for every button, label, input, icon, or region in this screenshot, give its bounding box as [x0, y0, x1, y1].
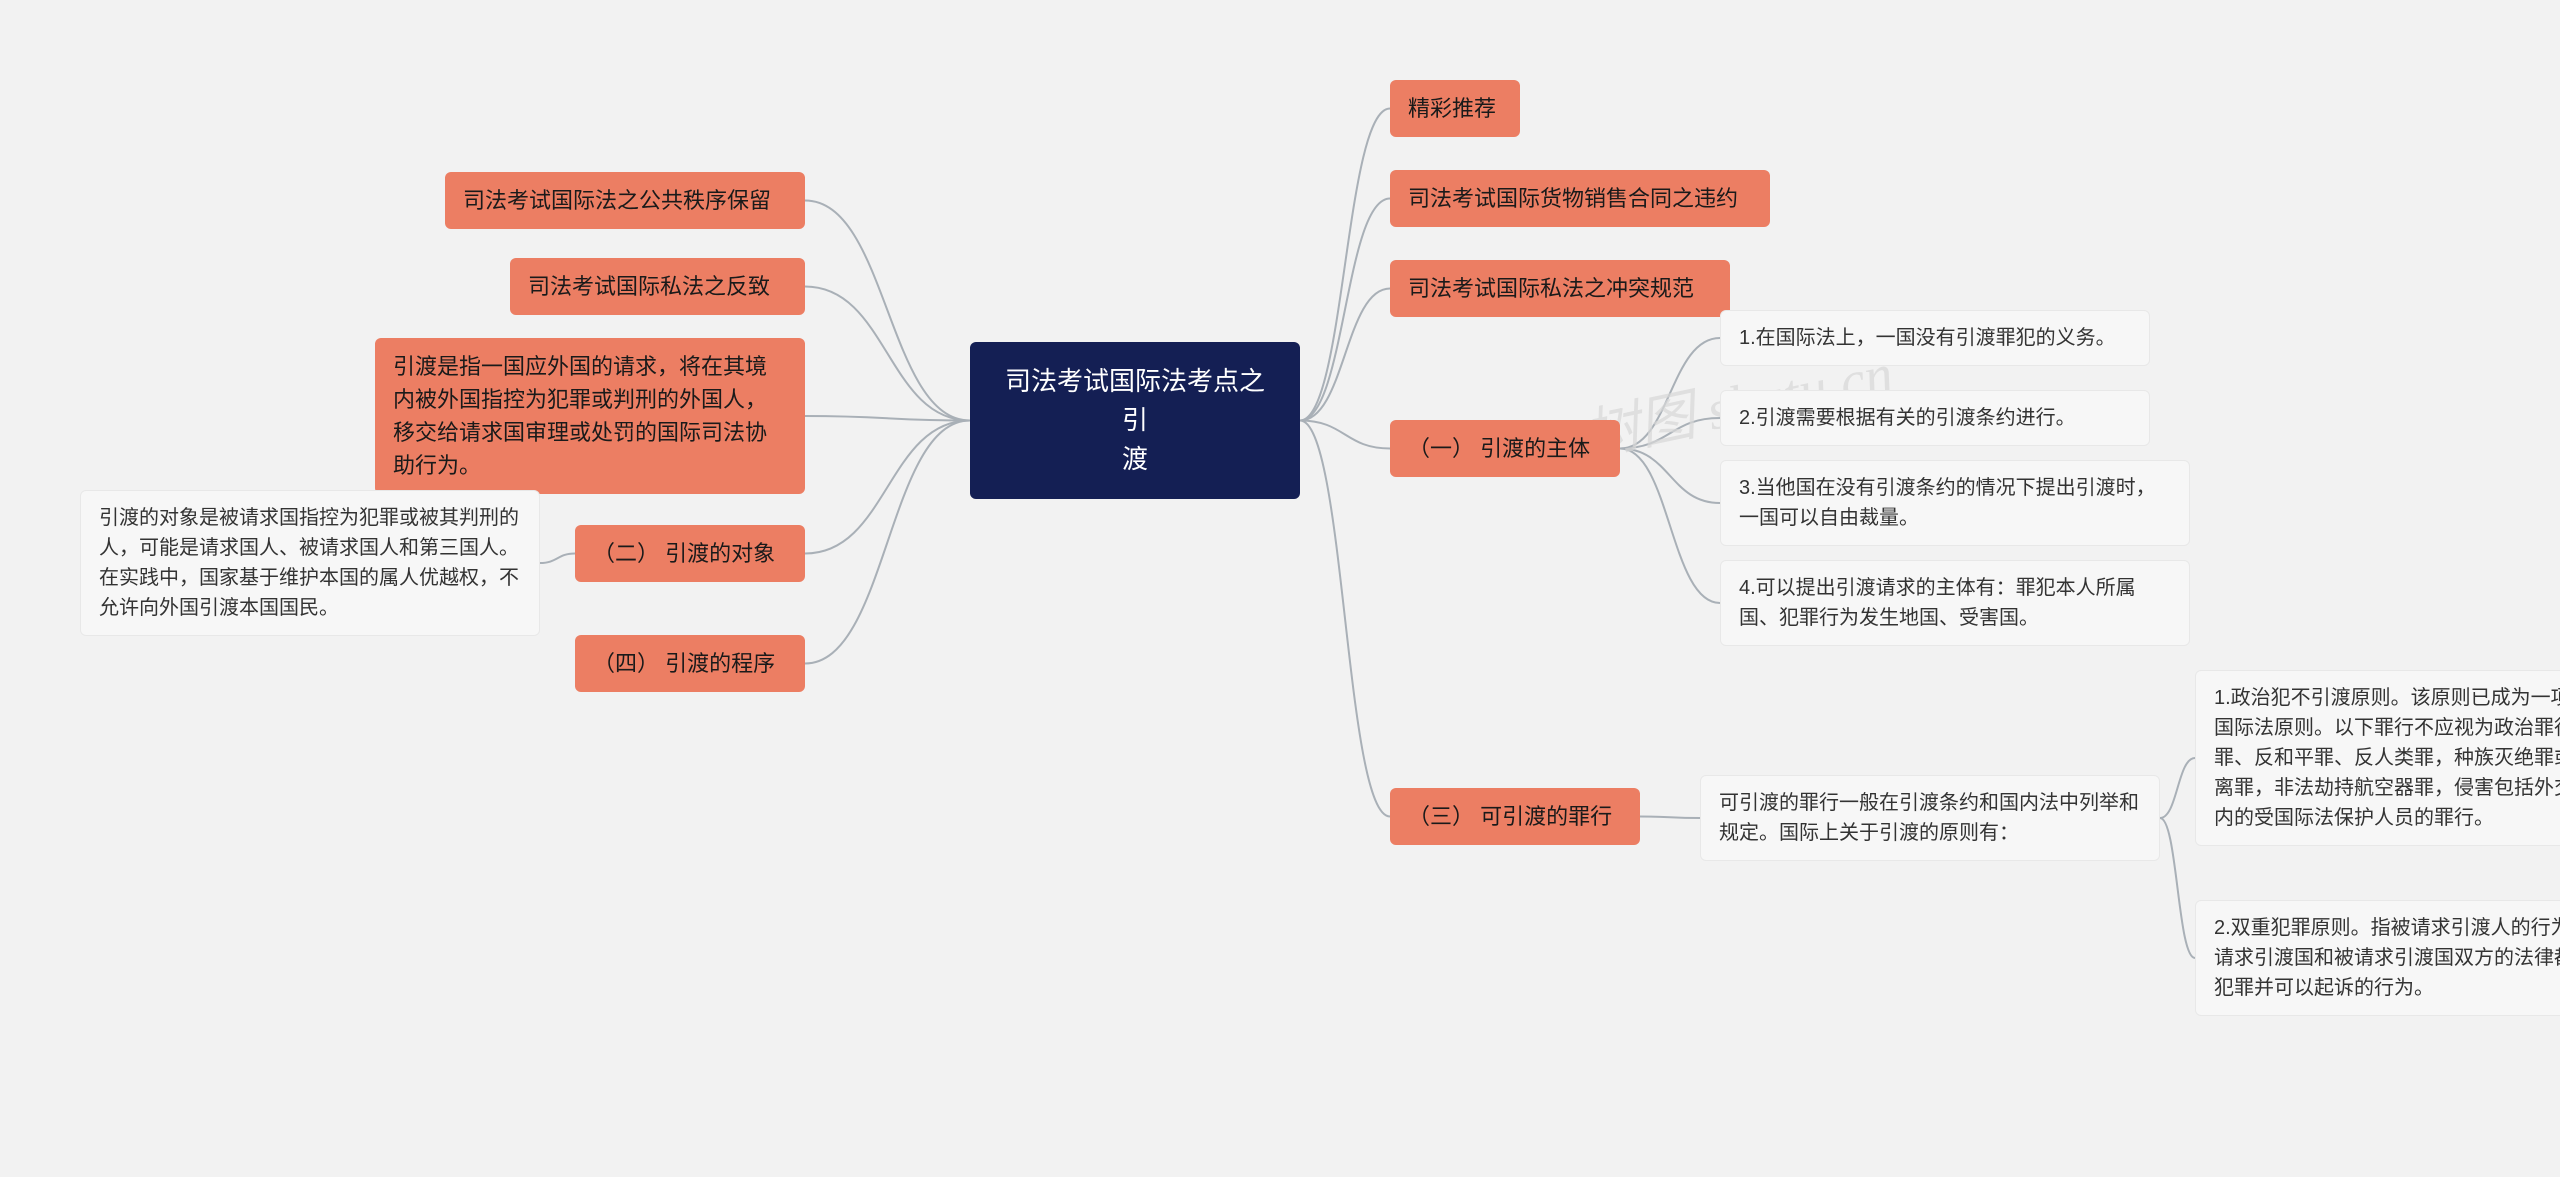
- node-r4a[interactable]: 1.在国际法上，一国没有引渡罪犯的义务。: [1720, 310, 2150, 366]
- edge-l4-l4a: [540, 554, 575, 564]
- node-l5[interactable]: （四） 引渡的程序: [575, 635, 805, 692]
- edge-root-r5: [1300, 421, 1390, 817]
- mindmap-stage: 树图 shutu.cn树图 shutu.cn司法考试国际法考点之引渡司法考试国际…: [0, 0, 2560, 1177]
- edge-root-l2: [805, 287, 970, 421]
- edge-r4-r4a: [1620, 338, 1720, 449]
- node-l3[interactable]: 引渡是指一国应外国的请求，将在其境内被外国指控为犯罪或判刑的外国人，移交给请求国…: [375, 338, 805, 494]
- node-r1[interactable]: 精彩推荐: [1390, 80, 1520, 137]
- node-l1[interactable]: 司法考试国际法之公共秩序保留: [445, 172, 805, 229]
- node-r5a[interactable]: 可引渡的罪行一般在引渡条约和国内法中列举和规定。国际上关于引渡的原则有：: [1700, 775, 2160, 861]
- node-r4b[interactable]: 2.引渡需要根据有关的引渡条约进行。: [1720, 390, 2150, 446]
- edge-r5a-r5b: [2160, 758, 2195, 818]
- edge-root-l4: [805, 421, 970, 554]
- node-r5b[interactable]: 1.政治犯不引渡原则。该原则已成为一项公认的国际法原则。以下罪行不应视为政治罪行…: [2195, 670, 2560, 846]
- node-l2[interactable]: 司法考试国际私法之反致: [510, 258, 805, 315]
- node-r3[interactable]: 司法考试国际私法之冲突规范: [1390, 260, 1730, 317]
- edge-r4-r4b: [1620, 418, 1720, 449]
- node-l4[interactable]: （二） 引渡的对象: [575, 525, 805, 582]
- edge-root-l3: [805, 416, 970, 421]
- node-r4c[interactable]: 3.当他国在没有引渡条约的情况下提出引渡时，一国可以自由裁量。: [1720, 460, 2190, 546]
- node-r2[interactable]: 司法考试国际货物销售合同之违约: [1390, 170, 1770, 227]
- node-l4a[interactable]: 引渡的对象是被请求国指控为犯罪或被其判刑的人，可能是请求国人、被请求国人和第三国…: [80, 490, 540, 636]
- edge-root-r3: [1300, 289, 1390, 421]
- node-r4[interactable]: （一） 引渡的主体: [1390, 420, 1620, 477]
- edge-root-r4: [1300, 421, 1390, 449]
- node-r5c[interactable]: 2.双重犯罪原则。指被请求引渡人的行为必须是请求引渡国和被请求引渡国双方的法律都…: [2195, 900, 2560, 1016]
- edge-r4-r4d: [1620, 449, 1720, 604]
- node-r4d[interactable]: 4.可以提出引渡请求的主体有：罪犯本人所属国、犯罪行为发生地国、受害国。: [1720, 560, 2190, 646]
- node-root[interactable]: 司法考试国际法考点之引渡: [970, 342, 1300, 499]
- edge-root-r1: [1300, 109, 1390, 421]
- edge-root-l1: [805, 201, 970, 421]
- edge-root-r2: [1300, 199, 1390, 421]
- edge-root-l5: [805, 421, 970, 664]
- edge-r5-r5a: [1640, 817, 1700, 819]
- edge-r5a-r5c: [2160, 818, 2195, 958]
- edge-r4-r4c: [1620, 449, 1720, 504]
- node-r5[interactable]: （三） 可引渡的罪行: [1390, 788, 1640, 845]
